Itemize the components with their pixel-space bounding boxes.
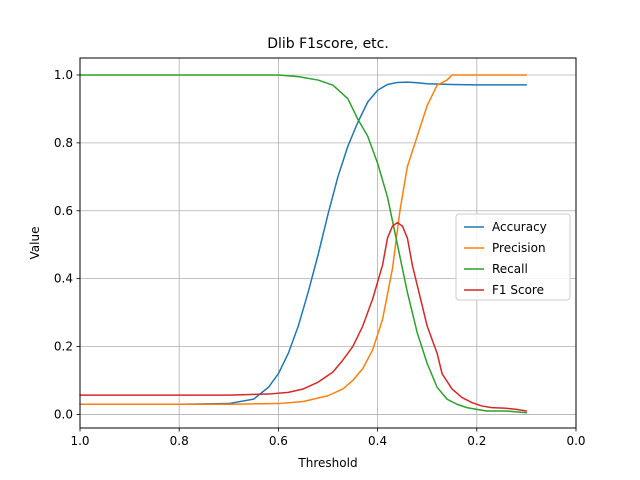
series-line-recall: [79, 74, 528, 414]
legend-label-recall: Recall: [492, 262, 528, 276]
chart-title: Dlib F1score, etc.: [267, 36, 389, 52]
grid: [79, 58, 577, 428]
y-axis-label: Value: [28, 227, 42, 260]
legend: Accuracy Precision Recall F1 Score: [455, 213, 571, 301]
y-tick-label: 0.2: [54, 340, 73, 354]
x-tick-label: 1.0: [70, 434, 89, 448]
x-tick-label: 0.4: [368, 434, 387, 448]
x-tick-label: 0.8: [170, 434, 189, 448]
series-line-f1-score: [79, 221, 528, 412]
plot-frame: [79, 57, 577, 429]
legend-label-precision: Precision: [492, 241, 546, 255]
series-line-precision: [79, 74, 528, 405]
legend-box: [455, 213, 571, 301]
y-tick-label: 1.0: [54, 68, 73, 82]
legend-label-accuracy: Accuracy: [492, 220, 547, 234]
y-axis-ticks: 0.0 0.2 0.4 0.6 0.8 1.0: [54, 68, 80, 421]
y-tick-label: 0.8: [54, 136, 73, 150]
x-tick-label: 0.2: [467, 434, 486, 448]
series-line-accuracy: [79, 81, 528, 405]
series-layer: [79, 74, 528, 414]
x-axis-ticks: 1.0 0.8 0.6 0.4 0.2 0.0: [70, 428, 586, 448]
y-tick-label: 0.0: [54, 407, 73, 421]
x-tick-label: 0.0: [566, 434, 585, 448]
y-tick-label: 0.6: [54, 204, 73, 218]
x-tick-label: 0.6: [269, 434, 288, 448]
y-tick-label: 0.4: [54, 272, 73, 286]
legend-label-f1-score: F1 Score: [492, 283, 544, 297]
x-axis-label: Threshold: [297, 456, 357, 470]
